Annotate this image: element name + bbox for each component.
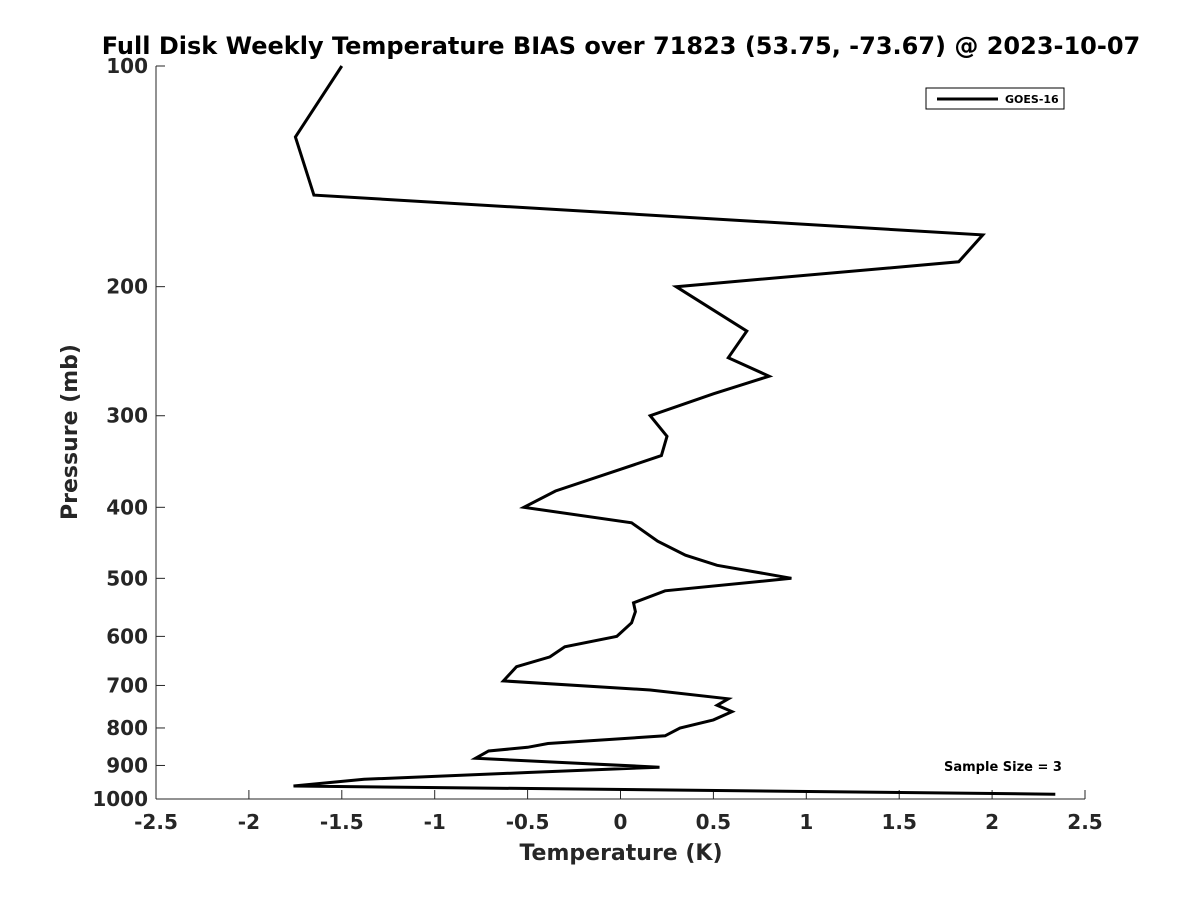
y-tick-label: 200	[106, 275, 148, 299]
x-tick-label: -2.5	[134, 810, 178, 834]
x-tick-label: -1.5	[320, 810, 364, 834]
x-tick-label: 1.5	[881, 810, 916, 834]
x-tick-label: -2	[238, 810, 260, 834]
x-tick-label: -1	[424, 810, 446, 834]
x-tick-label: 2.5	[1067, 810, 1102, 834]
x-tick-label: 1	[799, 810, 813, 834]
y-tick-label: 700	[106, 673, 148, 697]
y-tick-label: 500	[106, 566, 148, 590]
x-tick-label: 0.5	[696, 810, 731, 834]
legend: GOES-16	[925, 87, 1065, 110]
y-tick-label: 800	[106, 716, 148, 740]
x-tick-label: 2	[985, 810, 999, 834]
y-axis-label: Pressure (mb)	[58, 344, 83, 520]
x-tick-label: -0.5	[506, 810, 550, 834]
y-tick-label: 100	[106, 54, 148, 78]
series-layer	[293, 65, 1056, 796]
legend-label-goes-16: GOES-16	[1005, 93, 1059, 106]
series-line-goes-16	[293, 65, 1056, 796]
y-tick-label: 1000	[92, 787, 148, 811]
y-tick-label: 900	[106, 753, 148, 777]
y-tick-label: 400	[106, 495, 148, 519]
x-tick-label: 0	[614, 810, 628, 834]
x-axis-ticks: -2.5 -2 -1.5 -1 -0.5 0 0.5 1 1.5 2 2.5	[134, 790, 1103, 834]
y-axis-ticks: 100 200 300 400 500 600 700 800 900 1000	[92, 54, 165, 811]
y-tick-label: 600	[106, 624, 148, 648]
sample-size-annotation: Sample Size = 3	[944, 760, 1062, 775]
x-axis-label: Temperature (K)	[519, 841, 722, 866]
chart-title: Full Disk Weekly Temperature BIAS over 7…	[102, 32, 1141, 60]
y-tick-label: 300	[106, 404, 148, 428]
